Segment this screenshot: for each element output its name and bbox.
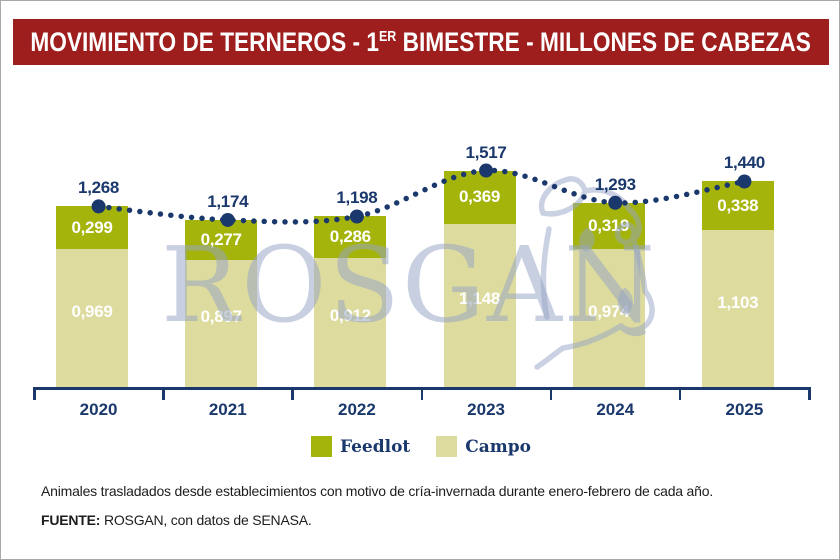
campo-value-label: 0,974 bbox=[588, 301, 630, 321]
bar-campo-2021: 0,897 bbox=[185, 259, 258, 389]
chart-title: MOVIMIENTO DE TERNEROS - 1ER BIMESTRE - … bbox=[31, 27, 812, 58]
bar-feedlot-2023: 0,369 bbox=[443, 170, 516, 224]
chart-title-suffix: BIMESTRE - MILLONES DE CABEZAS bbox=[396, 26, 812, 57]
campo-value-label: 1,103 bbox=[717, 292, 759, 312]
campo-value-label: 0,912 bbox=[329, 306, 371, 326]
source-label: FUENTE: bbox=[41, 512, 101, 528]
bar-campo-2020: 0,969 bbox=[56, 249, 128, 389]
chart-title-prefix: MOVIMIENTO DE TERNEROS - 1 bbox=[30, 26, 380, 57]
campo-value-label: 0,969 bbox=[71, 302, 113, 322]
bar-feedlot-2024: 0,319 bbox=[572, 202, 645, 249]
legend: Feedlot Campo bbox=[1, 436, 839, 457]
footnote-text: Animales trasladados desde establecimien… bbox=[41, 483, 714, 499]
bar-feedlot-2020: 0,299 bbox=[56, 206, 128, 250]
bar-campo-2023: 1,148 bbox=[443, 223, 516, 389]
bar-feedlot-2025: 0,338 bbox=[701, 181, 774, 231]
campo-value-label: 0,897 bbox=[200, 307, 242, 327]
legend-item-campo: Campo bbox=[436, 436, 531, 457]
bar-campo-2025: 1,103 bbox=[701, 230, 774, 389]
bar-campo-2022: 0,912 bbox=[314, 257, 387, 389]
legend-item-feedlot: Feedlot bbox=[310, 436, 411, 457]
source-line: FUENTE: ROSGAN, con datos de SENASA. bbox=[41, 512, 312, 528]
bar-feedlot-2022: 0,286 bbox=[314, 216, 387, 258]
feedlot-value-label: 0,369 bbox=[458, 187, 501, 207]
feedlot-legend-label: Feedlot bbox=[339, 436, 411, 457]
campo-swatch bbox=[436, 436, 458, 457]
source-text: ROSGAN, con datos de SENASA. bbox=[100, 512, 312, 528]
title-bar: MOVIMIENTO DE TERNEROS - 1ER BIMESTRE - … bbox=[13, 19, 829, 65]
campo-value-label: 1,148 bbox=[458, 289, 501, 309]
feedlot-value-label: 0,338 bbox=[717, 195, 759, 215]
feedlot-value-label: 0,299 bbox=[71, 217, 113, 237]
feedlot-value-label: 0,286 bbox=[329, 227, 371, 247]
feedlot-value-label: 0,319 bbox=[588, 215, 630, 235]
feedlot-value-label: 0,277 bbox=[200, 229, 242, 249]
bar-feedlot-2021: 0,277 bbox=[185, 219, 258, 260]
campo-legend-label: Campo bbox=[465, 436, 532, 457]
feedlot-swatch bbox=[310, 436, 332, 457]
chart-title-superscript: ER bbox=[379, 28, 397, 45]
bar-campo-2024: 0,974 bbox=[572, 248, 645, 389]
